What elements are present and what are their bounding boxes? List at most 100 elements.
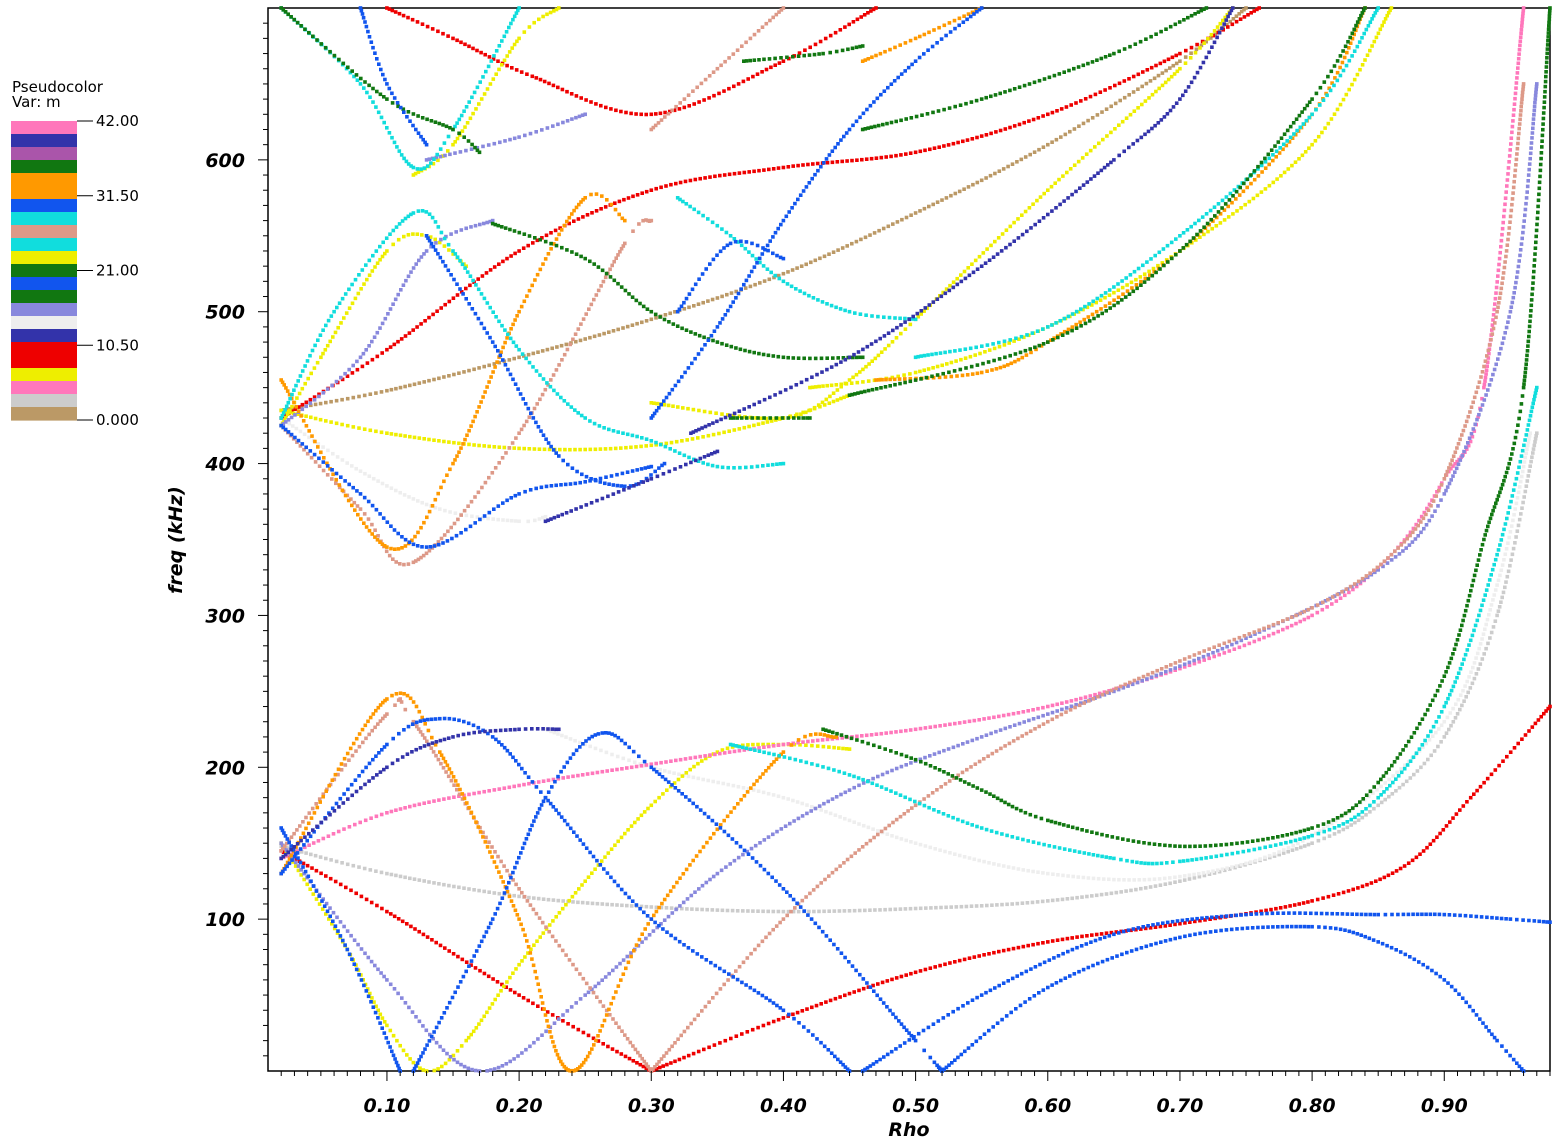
series-30-point-78	[512, 14, 517, 19]
series-17-point-0	[424, 158, 429, 162]
series-11-point-17	[731, 413, 736, 418]
series-9-point-98	[765, 420, 770, 424]
series-0-point-155	[1006, 164, 1010, 169]
series-5-point-11	[691, 1051, 696, 1056]
series-14-point-193	[1212, 654, 1216, 659]
series-31-point-108	[1335, 816, 1340, 820]
series-15-point-201	[1069, 704, 1074, 709]
series-3-point-142	[1234, 864, 1239, 868]
series-20-point-24	[362, 512, 367, 516]
series-14-point-21	[374, 814, 379, 819]
series-18-point-89	[540, 920, 545, 925]
series-9-point-19	[368, 428, 373, 433]
series-15-point-231	[1211, 650, 1215, 655]
series-8-point-15	[317, 902, 322, 906]
series-7-point-31	[519, 70, 524, 74]
series-26-point-207	[1518, 459, 1523, 464]
series-23-point-51	[422, 520, 426, 525]
series-22-point-143	[607, 1007, 611, 1012]
series-28-point-12	[724, 230, 729, 235]
series-31-point-48	[1039, 816, 1044, 821]
series-22-point-213	[834, 735, 839, 739]
series-23-point-85	[499, 350, 503, 354]
series-22-point-189	[745, 790, 750, 794]
series-6-point-162	[1012, 124, 1017, 128]
series-26-point-3	[737, 744, 741, 749]
series-1-point-150	[1025, 901, 1030, 905]
series-9-point-68	[613, 446, 618, 451]
series-31-point-27	[950, 774, 955, 778]
series-3-point-120	[1127, 878, 1131, 882]
series-19-point-4	[657, 1060, 661, 1064]
series-3-point-225	[1499, 568, 1504, 573]
series-6-point-106	[742, 170, 747, 175]
series-19-point-57	[845, 857, 850, 862]
series-3-point-94	[997, 863, 1001, 867]
series-5-point-76	[1011, 946, 1016, 951]
series-19-point-269	[1517, 131, 1521, 136]
series-3-point-221	[1493, 588, 1498, 592]
series-23-point-61	[451, 461, 455, 466]
series-9-point-71	[629, 445, 633, 450]
series-20-point-39	[414, 559, 418, 563]
series-26-point-15	[793, 757, 798, 762]
series-12-point-106	[1286, 167, 1291, 171]
series-1-point-52	[532, 896, 536, 900]
series-23-point-125	[609, 202, 614, 207]
series-18-point-46	[420, 733, 425, 737]
series-14-point-335	[1516, 56, 1521, 61]
series-15-point-315	[1491, 372, 1495, 377]
series-15-point-349	[1525, 190, 1529, 194]
series-19-point-211	[1458, 437, 1462, 442]
series-3-point-33	[701, 777, 705, 782]
series-13-point-35	[517, 36, 521, 41]
series-30-point-56	[457, 117, 462, 122]
series-15-point-320	[1499, 346, 1503, 351]
series-11-point-105	[1076, 159, 1081, 164]
series-31-point-144	[1442, 674, 1447, 678]
series-23-point-9	[296, 409, 301, 414]
series-15-point-45	[421, 1024, 425, 1028]
series-1-point-158	[1065, 897, 1070, 901]
series-27-point-5	[286, 400, 291, 405]
series-6-point-101	[718, 173, 722, 178]
series-15-point-335	[1515, 270, 1520, 274]
series-7-point-101	[855, 17, 860, 22]
series-3-point-37	[721, 781, 726, 786]
series-0-point-116	[831, 250, 836, 254]
series-9-point-76	[654, 443, 658, 447]
series-26-point-84	[1135, 860, 1139, 865]
series-8-point-107	[593, 867, 597, 871]
series-19-point-97	[1007, 741, 1012, 746]
series-15-point-370	[1534, 90, 1538, 95]
series-27-point-71	[479, 292, 484, 296]
series-1-point-283	[1513, 541, 1517, 545]
series-14-point-207	[1281, 627, 1285, 632]
series-1-point-126	[903, 907, 908, 911]
series-12-point-8	[839, 382, 843, 387]
series-19-point-82	[943, 782, 948, 786]
series-24-point-62	[1152, 269, 1156, 274]
series-13-point-14	[460, 129, 465, 133]
series-22-point-84	[499, 875, 503, 879]
series-31-point-31	[967, 782, 971, 786]
series-19-point-192	[1419, 520, 1423, 524]
series-3-point-23	[653, 766, 658, 771]
series-0-point-84	[682, 307, 687, 311]
series-19-point-159	[1294, 613, 1298, 618]
series-9-point-59	[568, 447, 572, 452]
series-23-point-20	[328, 467, 332, 471]
series-6-point-33	[415, 325, 419, 329]
series-1-point-284	[1514, 535, 1518, 539]
series-5-point-164	[1428, 842, 1433, 846]
series-1-point-128	[913, 906, 918, 911]
series-20	[279, 218, 654, 567]
series-31-point-260	[1543, 79, 1548, 84]
series-5-point-67	[967, 956, 972, 960]
series-17-point-22	[534, 130, 538, 134]
series-20-point-26	[370, 522, 374, 527]
series-24-point-34	[1034, 347, 1038, 352]
series-27-point-6	[288, 396, 292, 401]
series-27-point-62	[455, 255, 460, 259]
series-13-point-2	[416, 170, 421, 174]
